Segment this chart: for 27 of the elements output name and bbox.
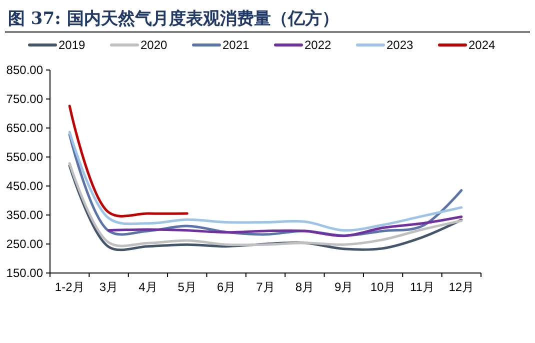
y-tick-label: 450.00: [6, 179, 44, 194]
legend-label: 2021: [222, 38, 250, 52]
y-tick-label: 150.00: [6, 266, 44, 280]
legend-label: 2023: [386, 38, 414, 52]
x-tick-label: 9月: [334, 280, 354, 294]
legend-label: 2024: [468, 38, 496, 52]
x-tick-label: 6月: [216, 280, 236, 294]
legend-label: 2022: [304, 38, 332, 52]
legend-label: 2020: [140, 38, 168, 52]
x-tick-label: 4月: [138, 280, 158, 294]
x-tick-label: 3月: [99, 280, 118, 294]
line-series: [108, 215, 463, 238]
chart-title: 图 37: 国内天然气月度表观消费量（亿方）: [8, 9, 339, 29]
x-tick-label: 12月: [448, 280, 474, 294]
x-tick-label: 1-2月: [54, 280, 84, 294]
y-tick-label: 250.00: [6, 237, 44, 252]
x-tick-label: 8月: [295, 280, 314, 294]
y-tick-label: 550.00: [6, 150, 44, 164]
x-tick-label: 7月: [256, 280, 275, 294]
x-tick-label: 5月: [178, 280, 196, 294]
y-tick-label: 650.00: [6, 121, 44, 136]
y-tick-label: 350.00: [6, 208, 44, 222]
legend-label: 2019: [58, 38, 86, 52]
y-tick-label: 750.00: [6, 92, 44, 106]
y-tick-label: 850.00: [6, 63, 44, 78]
x-tick-label: 11月: [410, 280, 434, 294]
x-tick-label: 10月: [370, 280, 396, 294]
